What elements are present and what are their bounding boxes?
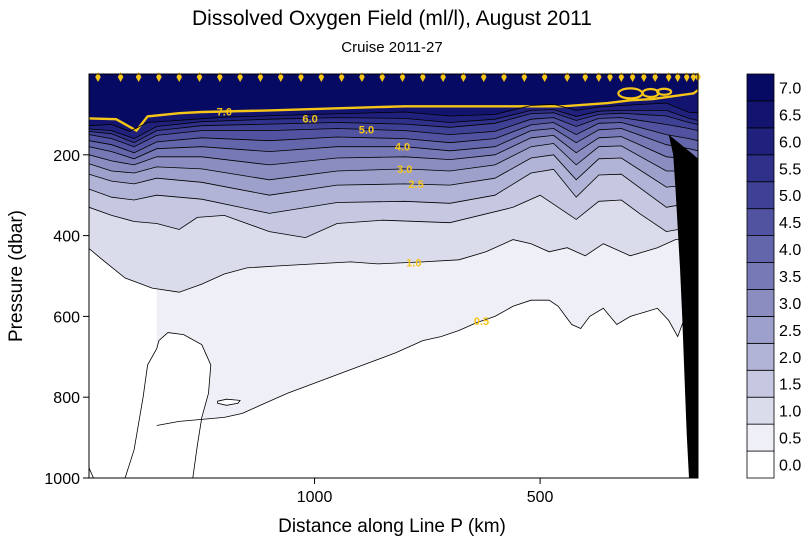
- isoline-7: [89, 89, 698, 133]
- colorbar-swatch: [746, 289, 775, 317]
- y-tick-label: 200: [53, 148, 80, 165]
- contour-label: 3.0: [397, 164, 412, 176]
- colorbar-swatch: [746, 342, 775, 371]
- y-tick-label: 1000: [44, 471, 80, 488]
- isoline-3.5: [89, 134, 698, 166]
- colorbar-swatch: [746, 208, 775, 237]
- colorbar-swatch: [746, 369, 775, 398]
- colorbar-swatch: [746, 127, 775, 156]
- colorbar-label: 1.0: [779, 404, 801, 421]
- contour-lines: [89, 87, 698, 426]
- isoline-7-loop-2: [656, 87, 673, 96]
- colorbar-swatch: [746, 396, 775, 425]
- band-fill-top: [89, 74, 698, 131]
- colorbar-swatch: [746, 100, 775, 129]
- contour-label: 7.0: [217, 106, 232, 118]
- colorbar-swatch: [746, 450, 775, 479]
- contour-label: 1.0: [406, 257, 421, 269]
- isoline-5.5: [89, 112, 698, 144]
- station-marker: [690, 72, 697, 82]
- y-tick-label: 800: [53, 390, 80, 407]
- y-tick-label: 600: [53, 309, 80, 326]
- isoline-2.5: [89, 154, 698, 196]
- x-tick-label: 1000: [297, 489, 333, 506]
- colorbar-label: 2.0: [779, 350, 801, 367]
- colorbar-label: 6.5: [779, 107, 801, 124]
- isoline-3: [89, 143, 698, 181]
- y-axis-label: Pressure (dbar): [6, 210, 27, 342]
- station-marker: [156, 72, 162, 82]
- y-axis: 200 400 600 800 1000: [44, 148, 89, 488]
- isoline-6.5: [89, 102, 698, 132]
- colorbar-swatch: [746, 235, 775, 263]
- colorbar-swatch: [746, 315, 775, 344]
- contour-labels: 7.0 6.0 5.0 4.0 3.0 2.5 1.0 0.5: [217, 106, 489, 328]
- colorbar-label: 2.5: [779, 323, 801, 340]
- plot-frame: [88, 73, 699, 479]
- contour-label: 2.5: [408, 179, 423, 191]
- isoline-4.5: [89, 122, 698, 154]
- station-marker: [607, 72, 613, 82]
- colorbar: 0.0 0.5 1.0 1.5 2.0 2.5 3.0 3.5 4.0 4.5 5.0 5.5 6.0 6…: [746, 73, 801, 479]
- colorbar-label: 0.0: [779, 458, 801, 475]
- isoline-6: [89, 109, 698, 140]
- colorbar-label: 3.0: [779, 296, 801, 313]
- bathymetry: [668, 134, 698, 478]
- isoline-0.5: [156, 295, 698, 426]
- x-axis-label: Distance along Line P (km): [278, 516, 506, 537]
- isoline-5: [89, 117, 698, 148]
- x-axis: 1000 500: [297, 478, 554, 506]
- isoline-2: [89, 168, 698, 214]
- plot-area: [89, 74, 698, 478]
- bathymetry-fill: [668, 134, 698, 478]
- colorbar-label: 3.5: [779, 269, 801, 286]
- chart-subtitle: Cruise 2011-27: [341, 39, 442, 56]
- contour-label: 6.0: [302, 113, 317, 125]
- closed-contour-2: [217, 398, 241, 406]
- isoline-4: [89, 128, 698, 160]
- y-tick-label: 400: [53, 229, 80, 246]
- colorbar-swatch: [746, 423, 775, 452]
- colorbar-label: 4.5: [779, 215, 801, 232]
- contour-label: 0.5: [474, 316, 489, 328]
- closed-contour-0: [89, 467, 94, 478]
- colorbar-swatch: [746, 181, 775, 210]
- colorbar-swatch: [746, 154, 775, 183]
- colorbar-swatch: [746, 73, 775, 102]
- contour-label: 5.0: [359, 124, 374, 136]
- x-tick-label: 500: [527, 489, 554, 506]
- station-marker: [217, 72, 223, 82]
- colorbar-label: 7.0: [779, 80, 801, 97]
- chart-title: Dissolved Oxygen Field (ml/l), August 20…: [192, 7, 592, 30]
- isoline-1: [89, 237, 698, 293]
- isoline-1.5: [89, 194, 698, 239]
- contour-fills: [89, 74, 698, 478]
- closed-contour-1: [124, 332, 212, 478]
- colorbar-label: 5.5: [779, 161, 801, 178]
- colorbar-label: 1.5: [779, 377, 801, 394]
- colorbar-label: 0.5: [779, 431, 801, 448]
- colorbar-label: 6.0: [779, 134, 801, 151]
- contour-label: 4.0: [395, 142, 410, 154]
- colorbar-swatch: [746, 262, 775, 290]
- colorbar-label: 4.0: [779, 242, 801, 259]
- colorbar-label: 5.0: [779, 188, 801, 205]
